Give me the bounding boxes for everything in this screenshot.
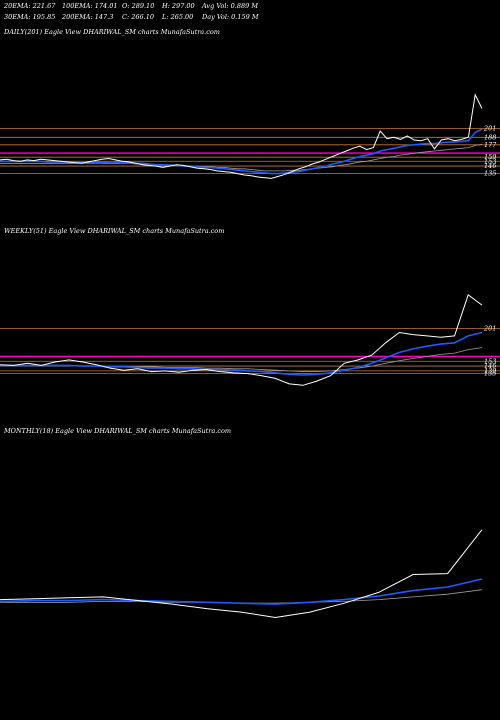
- level-label-0-5: 146: [484, 162, 496, 170]
- level-label-1-0: 201: [483, 324, 496, 332]
- series-line-1-1: [0, 331, 483, 376]
- level-label-1-2: 146: [484, 362, 496, 370]
- level-label-0-4: 153: [484, 157, 496, 165]
- open-stat: O: 289.10: [122, 2, 155, 10]
- level-label-0-0: 201: [483, 124, 496, 132]
- ema30-stat: 30EMA: 195.85: [4, 13, 56, 21]
- level-label-1-1: 153: [484, 357, 496, 365]
- level-label-0-3: 159: [484, 153, 496, 161]
- close-stat: C: 266.10: [122, 13, 154, 21]
- high-stat: H: 297.00: [162, 2, 195, 10]
- weekly-chart-title: WEEKLY(51) Eagle View DHARIWAL_SM charts…: [4, 227, 225, 235]
- series-line-0-0: [0, 93, 483, 179]
- daily-chart-title: DAILY(201) Eagle View DHARIWAL_SM charts…: [4, 28, 220, 36]
- ema200-stat: 200EMA: 147.3: [62, 13, 114, 21]
- series-line-0-1: [0, 128, 483, 175]
- series-line-2-1: [0, 578, 483, 605]
- series-line-2-0: [0, 529, 483, 619]
- level-label-1-3: 139: [484, 367, 496, 375]
- level-label-0-2: 177: [484, 141, 497, 149]
- level-label-1-4: 135: [484, 370, 496, 378]
- level-label-0-6: 135: [484, 170, 496, 178]
- monthly-chart-title: MONTHLY(18) Eagle View DHARIWAL_SM chart…: [4, 427, 232, 435]
- series-line-1-0: [0, 293, 483, 386]
- ema20-stat: 20EMA: 221.67: [4, 2, 56, 10]
- avgvol-stat: Avg Vol: 0.889 M: [202, 2, 259, 10]
- dayvol-stat: Day Vol: 0.159 M: [202, 13, 259, 21]
- level-label-0-1: 188: [484, 133, 496, 141]
- series-line-1-2: [0, 347, 483, 373]
- ema100-stat: 100EMA: 174.01: [62, 2, 118, 10]
- low-stat: L: 265.00: [162, 13, 194, 21]
